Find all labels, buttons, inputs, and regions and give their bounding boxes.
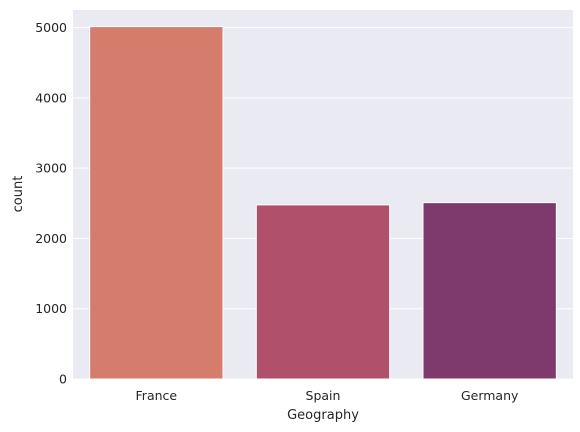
x-tick-labels: France Spain Germany [136, 388, 519, 403]
x-tick-label-france: France [136, 388, 178, 403]
bars [89, 26, 557, 380]
y-axis-label: count [11, 176, 26, 213]
y-tick-label: 0 [59, 372, 67, 387]
y-tick-label: 1000 [35, 301, 67, 316]
y-tick-label: 2000 [35, 231, 67, 246]
x-tick-label-germany: Germany [461, 388, 519, 403]
y-tick-label: 5000 [35, 20, 67, 35]
y-tick-label: 4000 [35, 90, 67, 105]
x-tick-label-spain: Spain [306, 388, 341, 403]
x-axis-label: Geography [287, 408, 359, 423]
bar-germany [422, 202, 557, 380]
y-tick-labels: 0 1000 2000 3000 4000 5000 [35, 20, 67, 386]
bar-spain [255, 204, 391, 380]
bar-france [89, 26, 224, 380]
y-tick-label: 3000 [35, 161, 67, 176]
